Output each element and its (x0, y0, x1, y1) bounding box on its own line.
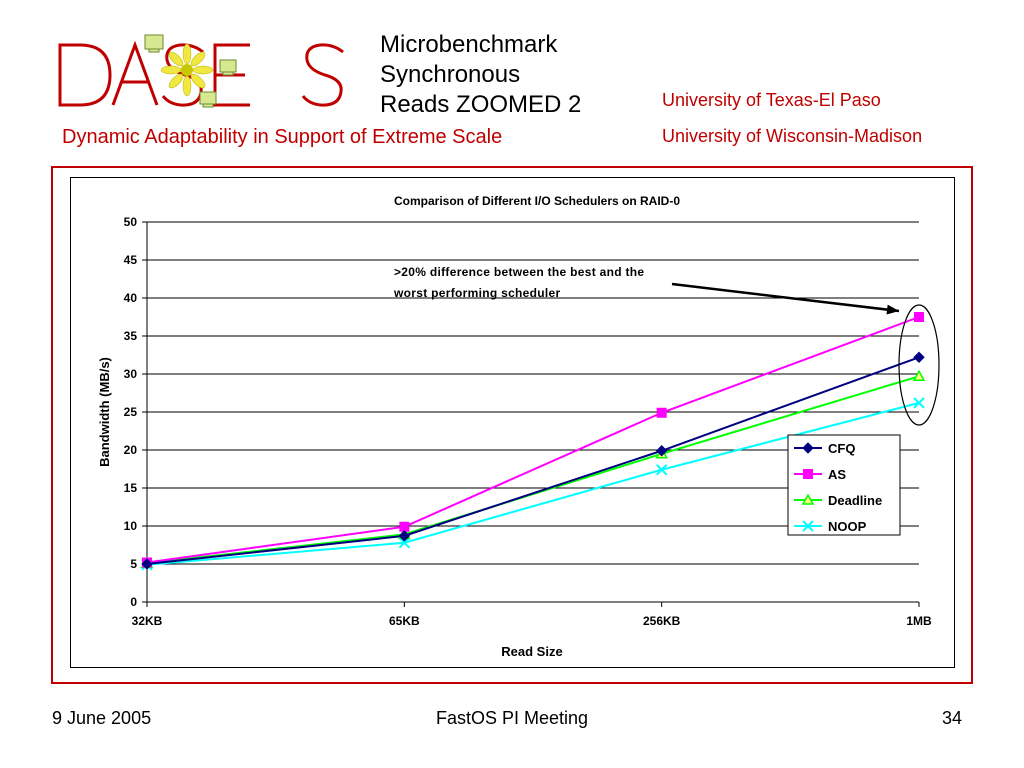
legend-marker-cfq (802, 442, 814, 454)
data-point-as (399, 521, 410, 532)
x-tick-label: 256KB (643, 614, 681, 628)
annotation-line-2: worst performing scheduler (393, 286, 561, 300)
x-axis-label: Read Size (501, 644, 562, 659)
legend-label-noop: NOOP (828, 519, 867, 534)
annotation-arrow (671, 282, 900, 313)
x-tick-label: 1MB (906, 614, 932, 628)
title-line-2: Synchronous (380, 61, 521, 88)
annotation-line-1: >20% difference between the best and the (394, 265, 644, 279)
data-point-noop (655, 464, 668, 476)
data-point-cfq (141, 558, 153, 570)
slide-subtitle: Dynamic Adaptability in Support of Extre… (62, 126, 503, 148)
data-point-as (914, 312, 924, 322)
legend-marker-as (803, 469, 813, 479)
computer-icons (144, 34, 237, 108)
series-line-cfq (146, 356, 920, 565)
legend-label-deadline: Deadline (828, 493, 882, 508)
data-point-noop (398, 537, 411, 549)
annotation-arrowhead (886, 304, 899, 315)
y-tick-label: 35 (124, 329, 138, 343)
y-tick-label: 45 (124, 253, 138, 267)
x-tick-label: 32KB (132, 614, 163, 628)
y-tick-label: 15 (124, 481, 138, 495)
y-tick-label: 30 (124, 367, 138, 381)
slide-title: Microbenchmark Synchronous Reads ZOOMED … (380, 30, 581, 120)
data-point-noop (913, 397, 925, 409)
data-point-as (656, 407, 667, 418)
footer-page-number: 34 (941, 708, 962, 728)
y-tick-label: 40 (124, 291, 138, 305)
y-tick-label: 25 (124, 405, 138, 419)
legend-marker-deadline (801, 493, 815, 505)
dases-logo (58, 34, 344, 108)
legend-label-cfq: CFQ (828, 441, 855, 456)
flower-icon (160, 43, 214, 97)
title-line-1: Microbenchmark (380, 31, 558, 58)
footer-event: FastOS PI Meeting (435, 708, 589, 728)
footer-date: 9 June 2005 (52, 708, 152, 728)
data-point-cfq (655, 445, 668, 457)
x-tick-label: 65KB (389, 614, 420, 628)
title-line-3: Reads ZOOMED 2 (380, 91, 582, 118)
y-tick-label: 50 (124, 215, 138, 229)
university-utep: University of Texas-El Paso (662, 90, 881, 110)
university-wisconsin: University of Wisconsin-Madison (662, 126, 923, 146)
data-point-deadline (912, 369, 926, 382)
annotation-ellipse (898, 304, 940, 426)
chart-area: Comparison of Different I/O Schedulers o… (70, 177, 955, 668)
legend-marker-noop (802, 520, 814, 532)
content-frame (51, 166, 973, 684)
y-tick-label: 20 (124, 443, 138, 457)
y-tick-label: 0 (130, 595, 137, 609)
y-tick-label: 10 (124, 519, 138, 533)
y-tick-label: 5 (130, 557, 137, 571)
chart-title: Comparison of Different I/O Schedulers o… (394, 194, 680, 208)
y-axis-label: Bandwidth (MB/s) (97, 357, 112, 467)
line-chart: Comparison of Different I/O Schedulers o… (97, 194, 940, 659)
data-point-cfq (398, 530, 411, 542)
legend-label-as: AS (828, 467, 846, 482)
series-line-as (146, 316, 920, 564)
data-point-cfq (913, 351, 925, 363)
